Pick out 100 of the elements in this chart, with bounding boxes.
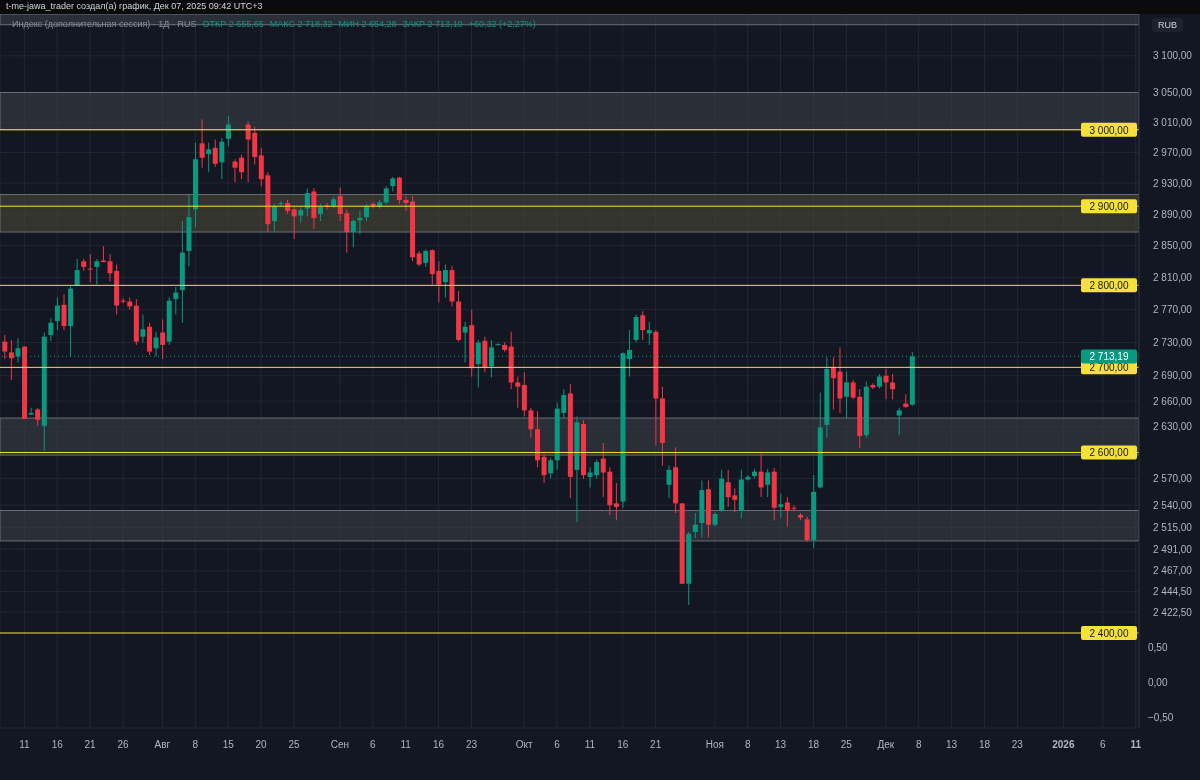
y-tick-label: 2 515,00 [1153,521,1193,533]
x-tick-label: 11 [584,739,596,750]
candlestick [2,334,8,360]
candlestick [206,142,212,173]
x-tick-label: Сен [330,739,350,750]
y-tick-label: 3 050,00 [1153,87,1193,99]
x-tick-label: 11 [19,739,30,750]
text: t-me-jawa_trader создал(а) график, Дек 07, 2025 09:42 UTC+3 [6,1,263,11]
candlestick [758,452,764,498]
x-tick-label: 23 [1011,739,1024,750]
x-tick-label: 13 [946,739,958,750]
candlestick [350,218,356,248]
x-tick-label: Окт [515,739,533,750]
x-tick-label: 16 [617,739,629,750]
ref-line-label: 2 700,00 [1089,362,1129,374]
x-tick-label: 18 [807,739,820,750]
x-tick-label: 8 [915,739,922,750]
candlestick [495,342,501,347]
candlestick [219,137,225,180]
candlestick [778,493,784,519]
candlestick [646,321,652,346]
text: Индекс (дополнительная сессия) · 1Д · RUS [12,19,197,29]
x-tick-label: 16 [51,739,64,750]
x-tick-label: 2026 [1052,739,1075,750]
x-tick-label: Дек [877,739,895,750]
candlestick [515,376,521,409]
candlestick [692,512,698,539]
candlestick [8,339,14,381]
candlestick [541,452,547,484]
y-axis-title: RUB [1152,18,1184,32]
ref-line-label: 2 900,00 [1089,201,1129,213]
y-tick-label: 2 540,00 [1153,499,1193,511]
x-tick-label: Авг [154,739,171,750]
candlestick [28,407,34,416]
candlestick [304,187,310,217]
x-tick-label: 18 [978,739,991,750]
annotation: МАКС 2 718,32 [269,19,333,29]
x-tick-label: 6 [554,739,561,750]
y-tick-label: 2 970,00 [1153,146,1193,158]
x-tick-label: 26 [117,739,129,750]
x-tick-label: 11 [1130,739,1142,750]
candlestick [890,373,896,400]
candlestick [548,457,554,480]
x-tick-label: 15 [222,739,235,750]
y-tick-label: 2 850,00 [1153,239,1193,251]
candlestick [48,317,54,342]
y-tick-label: 2 467,00 [1153,565,1193,577]
candlestick [403,195,409,212]
y-tick-label: 2 730,00 [1153,337,1193,348]
candlestick [173,286,179,316]
candlestick [74,258,80,287]
ref-line-label: 2 713,19 [1089,351,1129,363]
x-tick-label: 21 [650,739,662,750]
ref-line-label: 2 400,00 [1089,628,1129,639]
y-tick-label: 2 770,00 [1153,304,1193,316]
y2-tick-label: 0,00 [1148,677,1168,689]
annotation: МИН 2 654,28 [338,19,397,29]
y-tick-label: 2 660,00 [1153,395,1193,407]
candlestick [271,203,277,232]
ref-line-label: 2 800,00 [1089,280,1129,292]
candlestick [61,293,67,331]
y-tick-label: 2 444,50 [1153,586,1193,598]
y-tick-label: 2 810,00 [1153,271,1193,283]
x-tick-label: 13 [775,739,787,750]
candlestick [804,516,810,543]
candlestick [239,154,245,180]
x-tick-label: 20 [255,739,268,750]
candlestick [232,158,238,183]
x-tick-label: 23 [465,739,478,750]
candlestick [87,253,93,283]
x-tick-label: 6 [370,739,377,750]
x-tick-label: 25 [288,739,300,750]
y2-tick-label: −0,50 [1148,712,1174,724]
candlestick [54,296,60,331]
candlestick [160,318,166,360]
candlestick [528,407,534,439]
annotation: +60,32 (+2,27%) [468,19,536,29]
y-tick-label: 2 890,00 [1153,208,1193,220]
candlestick [666,465,672,499]
candlestick [765,468,771,498]
candlestick [140,314,146,343]
candlestick [199,118,205,169]
annotation: ЗАКР 2 713,19 [402,19,463,29]
candlestick [870,382,876,390]
y-tick-label: 2 690,00 [1153,370,1193,382]
candlestick [613,482,619,521]
x-tick-label: 21 [84,739,97,750]
ref-line-label: 2 600,00 [1089,447,1129,459]
candlestick [291,206,297,240]
y-tick-label: 2 630,00 [1153,421,1193,433]
x-tick-label: 8 [744,739,751,750]
y2-tick-label: 0,50 [1148,642,1168,654]
candlestick [844,371,850,419]
candlestick [896,407,902,436]
candlestick [212,139,218,168]
y-tick-label: 3 010,00 [1153,116,1193,128]
candlestick [225,115,231,147]
x-tick-label: Ноя [705,739,724,750]
y-tick-label: 2 930,00 [1153,177,1193,189]
x-tick-label: 11 [400,739,412,750]
